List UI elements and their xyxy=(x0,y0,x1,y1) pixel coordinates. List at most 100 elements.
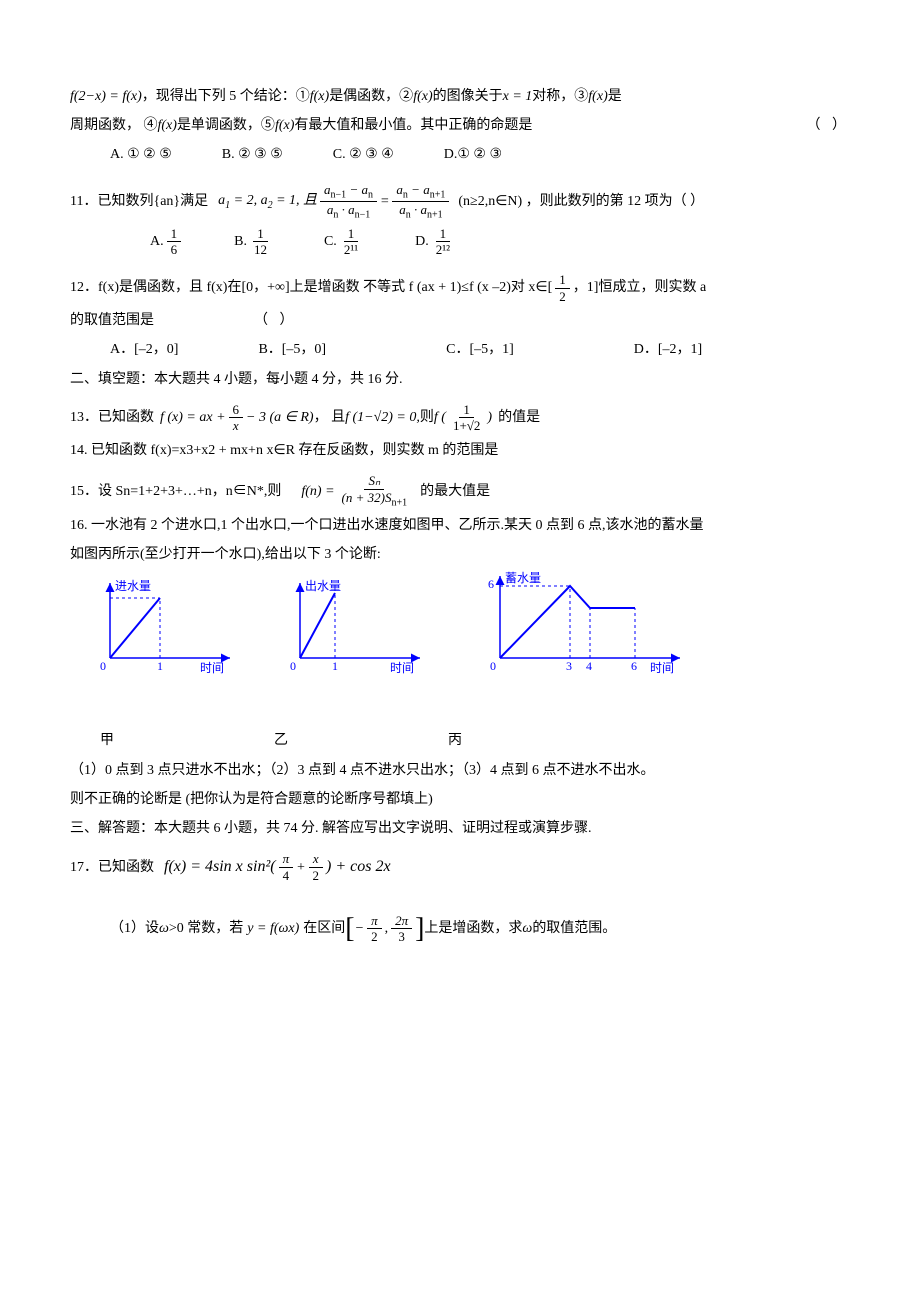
math-expr: f(2−x) = f(x) xyxy=(70,84,142,109)
q16-line2: 如图丙所示(至少打开一个水口),给出以下 3 个论断: xyxy=(70,542,850,567)
text: 是单调函数，⑤ xyxy=(177,113,275,138)
label-yi: 乙 xyxy=(274,728,288,753)
fraction-2: an − an+1 an · an+1 xyxy=(392,182,449,222)
math-expr: f(x) xyxy=(588,84,607,109)
option-b: B. ② ③ ⑤ xyxy=(222,142,283,167)
math-expr: x = 1 xyxy=(503,84,533,109)
ze: 则 xyxy=(420,405,434,430)
f2-head: f ( xyxy=(434,405,446,430)
label: 15．设 Sn=1+2+3+…+n，n∈N*,则 xyxy=(70,479,281,504)
text: 周期函数， ④ xyxy=(70,113,158,138)
svg-text:1: 1 xyxy=(157,659,163,673)
label: 11．已知数列{an}满足 xyxy=(70,189,208,214)
answer-slot: （ ） xyxy=(254,308,298,333)
text: 的图像关于 xyxy=(433,84,503,109)
svg-text:0: 0 xyxy=(490,659,496,673)
label: 13．已知函数 xyxy=(70,405,154,430)
text: 的取值范围是 xyxy=(70,308,154,333)
text: 有最大值和最小值。其中正确的命题是 xyxy=(294,113,532,138)
mid: ， 且 xyxy=(314,405,346,430)
option-a: A. 16 xyxy=(150,226,184,258)
tail1: − 3 (a ∈ R) xyxy=(246,405,314,430)
math-expr: f(x) xyxy=(413,84,432,109)
q11-stem: 11．已知数列{an}满足 a1 = 2, a2 = 1, 且 an−1 − a… xyxy=(70,182,850,222)
answer-slot: （ ） xyxy=(807,113,851,138)
text: 上是增函数，求 xyxy=(424,916,522,941)
text: 12．f(x)是偶函数，且 f(x)在[0，+∞]上是增函数 不等式 f (ax… xyxy=(70,275,552,300)
fx-tail: ) + cos 2x xyxy=(326,853,391,882)
text: 的取值范围。 xyxy=(532,916,616,941)
q17-stem: 17．已知函数 f(x) = 4sin x sin²( π 4 + x 2 ) … xyxy=(70,851,850,883)
label: （1）设 xyxy=(110,916,159,941)
text: 对称，③ xyxy=(532,84,588,109)
q13-stem: 13．已知函数 f (x) = ax + 6 x − 3 (a ∈ R) ， 且… xyxy=(70,402,850,434)
tail: 的最大值是 xyxy=(420,479,490,504)
chart-bing: 6 蓄水量 0 3 4 6 时间 xyxy=(470,568,690,678)
text: ，1]恒成立，则实数 a xyxy=(573,275,706,300)
omega-2: ω xyxy=(522,916,532,941)
fraction-2: x 2 xyxy=(309,851,324,883)
q16-statements: （1）0 点到 3 点只进水不出水；（2）3 点到 4 点不进水只出水；（3）4… xyxy=(70,758,850,783)
fraction-1: an−1 − an an · an−1 xyxy=(320,182,377,222)
svg-text:3: 3 xyxy=(566,659,572,673)
fraction-1: π 4 xyxy=(279,851,294,883)
fn: f(n) = xyxy=(301,479,334,504)
math-expr: f(x) xyxy=(310,84,329,109)
label-bing: 丙 xyxy=(448,728,462,753)
label: 17．已知函数 xyxy=(70,855,154,880)
label-jia: 甲 xyxy=(100,728,114,753)
q12-options: A．[–2，0] B．[–5，0] C．[–5，1] D．[–2，1] xyxy=(110,337,850,362)
option-c: C. 12¹¹ xyxy=(324,226,365,258)
text: 是偶函数，② xyxy=(329,84,413,109)
chart-yi: 出水量 0 1 时间 xyxy=(280,578,430,678)
q11-options: A. 16 B. 112 C. 12¹¹ D. 12¹² xyxy=(150,226,850,258)
option-b: B．[–5，0] xyxy=(258,337,326,362)
q17-sub1: （1）设 ω >0 常数，若 y = f(ωx) 在区间 [ − π 2 , 2… xyxy=(110,904,850,954)
svg-text:0: 0 xyxy=(100,659,106,673)
fx-head: f(x) = 4sin x sin²( xyxy=(164,853,276,882)
f2-tail: ) xyxy=(487,405,492,430)
q14-stem: 14. 已知函数 f(x)=x3+x2 + mx+n x∈R 存在反函数，则实数… xyxy=(70,438,850,463)
q12-line1: 12．f(x)是偶函数，且 f(x)在[0，+∞]上是增函数 不等式 f (ax… xyxy=(70,272,850,304)
option-d: D.① ② ③ xyxy=(444,142,502,167)
f1: f (1−√2) = 0, xyxy=(345,405,420,430)
fx: f (x) = ax + xyxy=(160,405,226,430)
svg-text:蓄水量: 蓄水量 xyxy=(505,571,541,585)
q15-stem: 15．设 Sn=1+2+3+…+n，n∈N*,则 f(n) = Sₙ (n + … xyxy=(70,473,850,509)
q10-options: A. ① ② ⑤ B. ② ③ ⑤ C. ② ③ ④ D.① ② ③ xyxy=(110,142,850,167)
svg-text:时间: 时间 xyxy=(650,661,674,675)
tail: (n≥2,n∈N) ，则此数列的第 12 项为（ ） xyxy=(458,189,704,214)
chart-labels: 甲 乙 丙 xyxy=(100,728,850,753)
q16-ask: 则不正确的论断是 (把你认为是符合题意的论断序号都填上) xyxy=(70,787,850,812)
svg-text:4: 4 xyxy=(586,659,592,673)
option-b: B. 112 xyxy=(234,226,274,258)
math-expr: f(x) xyxy=(275,113,294,138)
svg-text:时间: 时间 xyxy=(390,661,414,675)
fraction: Sₙ (n + 32)Sn+1 xyxy=(338,473,412,509)
option-c: C. ② ③ ④ xyxy=(333,142,394,167)
q10-line1: f(2−x) = f(x) ，现得出下列 5 个结论：① f(x) 是偶函数，②… xyxy=(70,84,850,109)
svg-text:进水量: 进水量 xyxy=(115,579,151,593)
option-a: A. ① ② ⑤ xyxy=(110,142,172,167)
option-a: A．[–2，0] xyxy=(110,337,178,362)
text: 是 xyxy=(608,84,622,109)
equals: = xyxy=(380,189,389,214)
svg-text:时间: 时间 xyxy=(200,661,224,675)
charts-row: 进水量 0 1 时间 出水量 0 1 时间 6 蓄水量 0 3 4 6 时间 xyxy=(90,578,850,678)
plus: + xyxy=(296,855,305,880)
fraction: 6 x xyxy=(229,402,244,434)
text: ，现得出下列 5 个结论：① xyxy=(142,84,310,109)
text: 在区间 xyxy=(303,916,345,941)
fraction: 1 2 xyxy=(555,272,570,304)
option-d: D．[–2，1] xyxy=(634,337,702,362)
svg-text:6: 6 xyxy=(631,659,637,673)
text: >0 常数，若 xyxy=(169,916,243,941)
option-c: C．[–5，1] xyxy=(446,337,514,362)
svg-text:1: 1 xyxy=(332,659,338,673)
fraction-2: 1 1+√2 xyxy=(449,402,484,434)
end: 的值是 xyxy=(498,405,540,430)
section-3-header: 三、解答题：本大题共 6 小题，共 74 分. 解答应写出文字说明、证明过程或演… xyxy=(70,816,850,841)
math-expr: f(x) xyxy=(158,113,177,138)
omega: ω xyxy=(159,916,169,941)
svg-text:出水量: 出水量 xyxy=(305,579,341,593)
